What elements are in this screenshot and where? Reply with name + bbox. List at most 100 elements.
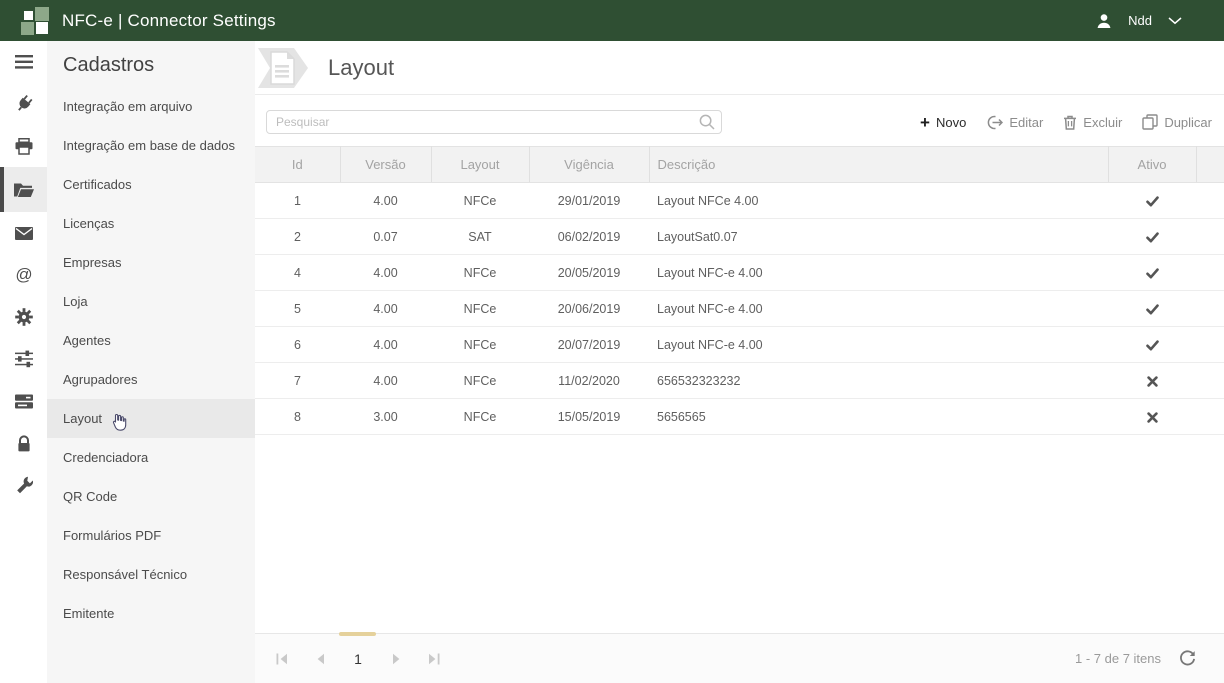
sidebar-item-integracao-base-dados[interactable]: Integração em base de dados: [63, 138, 236, 153]
refresh-icon: [1180, 650, 1195, 666]
column-header-id[interactable]: Id: [255, 146, 341, 183]
pager: 1 1 - 7 de 7 itens: [255, 632, 1224, 683]
current-page-indicator: [339, 632, 376, 636]
last-page-icon: [429, 653, 440, 664]
rail-item-cadastros[interactable]: [0, 167, 47, 212]
pager-info: 1 - 7 de 7 itens: [1075, 651, 1161, 666]
excluir-button[interactable]: Excluir: [1063, 115, 1122, 130]
sidebar-item-certificados[interactable]: Certificados: [63, 177, 132, 192]
sidebar-item-agentes[interactable]: Agentes: [63, 333, 111, 348]
ativo-status: [1108, 326, 1196, 363]
rail-item-parameters[interactable]: [0, 338, 47, 380]
copy-icon: [1142, 114, 1159, 130]
table-header-row: Id Versão Layout Vigência Descrição Ativ…: [255, 146, 1224, 183]
rail-item-settings[interactable]: [0, 296, 47, 338]
sidebar-item-integracao-arquivo[interactable]: Integração em arquivo: [63, 99, 193, 114]
page-number[interactable]: 1: [354, 650, 362, 667]
cross-icon: [1146, 376, 1158, 387]
column-header-layout[interactable]: Layout: [431, 146, 530, 183]
topbar: NFC-e | Connector Settings Ndd: [0, 0, 1224, 41]
edit-icon: [988, 115, 1004, 129]
sliders-icon: [14, 350, 33, 368]
page-header: Layout: [255, 41, 1224, 95]
check-icon: [1145, 340, 1159, 351]
refresh-button[interactable]: [1179, 650, 1196, 667]
layout-table: Id Versão Layout Vigência Descrição Ativ…: [255, 146, 1224, 435]
trash-icon: [1064, 115, 1077, 130]
mouse-cursor-hand-icon: [112, 413, 127, 431]
rail-item-tools[interactable]: [0, 464, 47, 506]
sidebar-item-layout[interactable]: Layout: [47, 399, 255, 438]
hamburger-icon: [14, 55, 33, 69]
table-row[interactable]: 2 0.07 SAT 06/02/2019 LayoutSat0.07: [255, 218, 1224, 255]
sidebar-item-credenciadora[interactable]: Credenciadora: [63, 450, 149, 465]
check-icon: [1145, 268, 1159, 279]
rail-item-services[interactable]: [0, 380, 47, 422]
next-page-icon: [392, 653, 399, 664]
table-row[interactable]: 1 4.00 NFCe 29/01/2019 Layout NFCe 4.00: [255, 182, 1224, 219]
sidebar: Cadastros Integração em arquivo Integraç…: [47, 41, 255, 683]
column-header-vigencia[interactable]: Vigência: [529, 146, 650, 183]
first-page-button[interactable]: [263, 634, 301, 683]
prev-page-icon: [317, 653, 324, 664]
user-icon: [1097, 13, 1111, 28]
sidebar-item-formularios-pdf[interactable]: Formulários PDF: [63, 528, 162, 543]
printer-icon: [15, 137, 32, 155]
prev-page-button[interactable]: [301, 634, 339, 683]
search-icon[interactable]: [699, 114, 715, 130]
sidebar-heading: Cadastros: [63, 54, 155, 76]
search-input[interactable]: [266, 110, 722, 134]
user-name: Ndd: [1128, 13, 1152, 28]
rail-item-connectors[interactable]: [0, 83, 47, 125]
check-icon: [1145, 196, 1159, 207]
column-header-ativo[interactable]: Ativo: [1108, 146, 1197, 183]
first-page-icon: [276, 653, 287, 664]
plus-icon: +: [920, 112, 930, 132]
sidebar-item-agrupadores[interactable]: Agrupadores: [63, 372, 138, 387]
check-icon: [1145, 232, 1159, 243]
table-row[interactable]: 7 4.00 NFCe 11/02/2020 656532323232: [255, 362, 1224, 399]
search-box: [266, 110, 722, 134]
rail-item-security[interactable]: [0, 422, 47, 464]
menu-toggle-button[interactable]: [0, 41, 47, 83]
sidebar-item-responsavel-tecnico[interactable]: Responsável Técnico: [63, 567, 188, 582]
editar-button[interactable]: Editar: [986, 115, 1043, 130]
next-page-button[interactable]: [377, 634, 415, 683]
folder-open-icon: [13, 183, 34, 197]
table-row[interactable]: 4 4.00 NFCe 20/05/2019 Layout NFC-e 4.00: [255, 254, 1224, 291]
user-menu[interactable]: Ndd: [1096, 13, 1210, 29]
envelope-icon: [14, 226, 33, 240]
icon-rail: @: [0, 41, 47, 683]
check-icon: [1145, 304, 1159, 315]
sidebar-item-licencas[interactable]: Licenças: [63, 216, 115, 231]
ativo-status: [1108, 182, 1196, 219]
rail-item-email[interactable]: @: [0, 254, 47, 296]
rail-item-printers[interactable]: [0, 125, 47, 167]
table-row[interactable]: 5 4.00 NFCe 20/06/2019 Layout NFC-e 4.00: [255, 290, 1224, 327]
table-row[interactable]: 6 4.00 NFCe 20/07/2019 Layout NFC-e 4.00: [255, 326, 1224, 363]
rail-item-messages[interactable]: [0, 212, 47, 254]
cross-icon: [1146, 412, 1158, 423]
column-header-descricao[interactable]: Descrição: [649, 146, 1109, 183]
last-page-button[interactable]: [415, 634, 453, 683]
at-sign-icon: @: [15, 265, 32, 284]
sidebar-item-emitente[interactable]: Emitente: [63, 606, 115, 621]
sidebar-item-qr-code[interactable]: QR Code: [63, 489, 118, 504]
sidebar-item-loja[interactable]: Loja: [63, 294, 88, 309]
sidebar-item-empresas[interactable]: Empresas: [63, 255, 122, 270]
duplicar-button[interactable]: Duplicar: [1142, 114, 1212, 130]
ativo-status: [1108, 290, 1196, 327]
column-header-versao[interactable]: Versão: [340, 146, 432, 183]
ativo-status: [1108, 254, 1196, 291]
toolbar: + Novo Editar Excluir: [255, 110, 1224, 134]
main-content: Layout + Novo: [255, 41, 1224, 683]
chevron-down-icon: [1168, 16, 1182, 24]
wrench-icon: [16, 476, 33, 494]
ativo-status: [1108, 398, 1196, 435]
document-page-icon: [258, 47, 308, 88]
gear-icon: [14, 308, 33, 326]
lock-icon: [17, 434, 30, 451]
novo-button[interactable]: + Novo: [920, 112, 967, 132]
table-row[interactable]: 8 3.00 NFCe 15/05/2019 5656565: [255, 398, 1224, 435]
